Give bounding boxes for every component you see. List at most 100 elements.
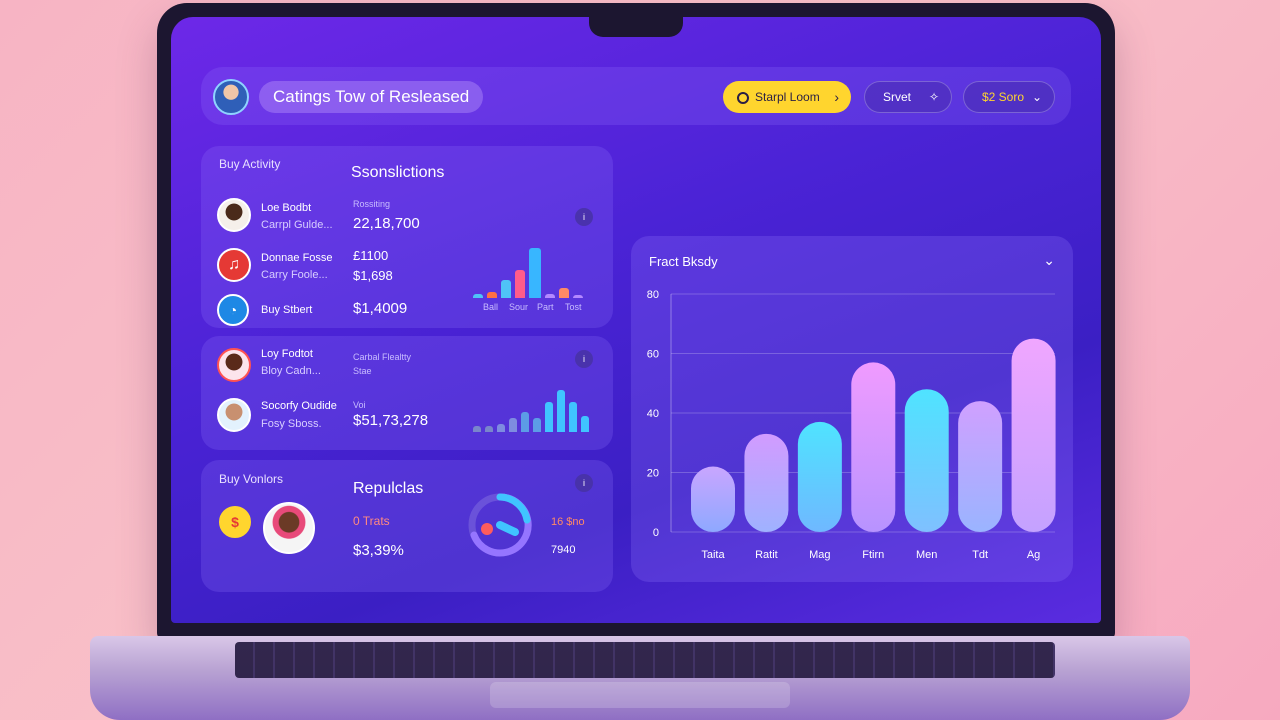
activity-card-2: i Loy Fodtot Bloy Cadn... Carbal Flealtt… [201, 336, 613, 450]
mini-label: Tost [565, 302, 582, 312]
person-name: Buy Stbert [261, 304, 313, 316]
y-tick-label: 0 [653, 527, 659, 539]
mini-bar [501, 280, 511, 298]
clock-icon [737, 91, 749, 104]
x-tick-label: Ftirn [862, 549, 884, 561]
gauge-arc-accent [496, 493, 531, 524]
secondary-button-label: Srvet [883, 90, 912, 104]
chart-bar [851, 362, 896, 532]
person-sub: Bloy Cadn... [261, 365, 321, 377]
primary-button-label: Starpl Loom [755, 90, 820, 104]
coin-icon: $ [219, 506, 251, 538]
gauge-dot [481, 523, 493, 535]
top-bar: Catings Tow of Resleased Starpl Loom › S… [201, 67, 1071, 125]
mini-label: Part [537, 302, 554, 312]
x-tick-label: Tdt [972, 549, 988, 561]
page-title: Catings Tow of Resleased [259, 81, 484, 113]
laptop-base [90, 636, 1190, 720]
value-label: Carbal Flealtty [353, 352, 412, 362]
music-icon: ♫ [217, 248, 251, 282]
info-icon[interactable]: i [575, 474, 593, 492]
chart-bar [797, 421, 842, 532]
stat-trats: 0 Trats [353, 514, 390, 528]
bell-icon: ◔ [217, 294, 249, 326]
activity-label: Buy Activity [219, 157, 281, 171]
mini-bar [545, 294, 555, 298]
mini-bar [487, 292, 497, 298]
laptop-lid: Catings Tow of Resleased Starpl Loom › S… [157, 3, 1115, 639]
activity-card: Buy Activity Ssonslictions i Loe Bodbt C… [201, 146, 613, 328]
x-tick-label: Taita [701, 549, 725, 561]
dashboard-screen: Catings Tow of Resleased Starpl Loom › S… [171, 17, 1101, 623]
x-tick-label: Ratit [755, 549, 778, 561]
avatar [217, 348, 251, 382]
y-tick-label: 60 [647, 349, 659, 361]
person-name: Donnae Fosse [261, 252, 333, 264]
value-amount: $1,698 [353, 268, 393, 283]
mini-bar [559, 288, 569, 298]
chart-bar [1011, 338, 1056, 532]
value-label: Rossiting [353, 199, 391, 209]
chart-title: Fract Bksdy [649, 254, 718, 269]
person-sub: Fosy Sboss. [261, 418, 322, 430]
x-tick-label: Men [916, 549, 937, 561]
chart-bar [958, 401, 1003, 532]
avatar [263, 502, 315, 554]
chevron-down-icon: ⌄ [1031, 90, 1042, 104]
sparkle-icon: ✧ [928, 90, 939, 104]
mini-label: Ball [483, 302, 499, 312]
keyboard [235, 642, 1055, 678]
mini-bar [473, 426, 481, 432]
mini-bar [473, 294, 483, 298]
bar-chart-card: Fract Bksdy ⌄ 0 20 40 60 80 Taita Ratit Mag Ftir… [631, 236, 1073, 582]
vendors-card: Buy Vonlors Repulclas i $ 0 Trats $3,39%… [201, 460, 613, 592]
mini-bar-chart [471, 246, 589, 298]
activity-heading: Ssonslictions [351, 164, 445, 181]
mini-bar [497, 424, 505, 432]
person-name: Socorfy Oudide [261, 400, 337, 412]
info-icon[interactable]: i [575, 208, 593, 226]
mini-bar [581, 416, 589, 432]
avatar [217, 198, 251, 232]
vendors-heading: Repulclas [353, 480, 424, 497]
x-tick-label: Mag [809, 549, 830, 561]
mini-bar [521, 412, 529, 432]
gauge-needle [496, 521, 519, 536]
currency-dropdown-label: $2 Soro [982, 90, 1025, 104]
mini-label: Sour [509, 302, 529, 312]
currency-dropdown[interactable]: $2 Soro ⌄ [963, 81, 1055, 113]
mini-bar [545, 402, 553, 432]
value-amount: £1100 [353, 248, 389, 263]
value-amount: $1,4009 [353, 300, 408, 317]
value-amount: $51,73,278 [353, 412, 429, 429]
chart-bar [904, 389, 949, 532]
mini-bar-chart [473, 388, 595, 432]
mini-bar [485, 426, 493, 432]
avatar [217, 398, 251, 432]
mini-bar [557, 390, 565, 432]
gauge-value: 16 $no [551, 516, 585, 528]
mini-bar [529, 248, 541, 298]
value-label: Voi [353, 400, 366, 410]
chart-bar [691, 466, 735, 532]
gauge-chart [468, 493, 532, 557]
vendors-label: Buy Vonlors [219, 472, 284, 486]
info-icon[interactable]: i [575, 350, 593, 368]
secondary-button[interactable]: Srvet ✧ [864, 81, 952, 113]
person-name: Loe Bodbt [261, 202, 312, 214]
bar-chart: 0 20 40 60 80 Taita Ratit Mag Ftirn Men Tdt Ag [647, 289, 1056, 561]
mini-bar [509, 418, 517, 432]
x-tick-label: Ag [1027, 549, 1040, 561]
arrow-right-icon: › [834, 89, 839, 105]
person-name: Loy Fodtot [261, 348, 313, 360]
gauge-sub: 7940 [551, 544, 576, 556]
person-sub: Carry Foole... [261, 269, 328, 281]
person-sub: Carrpl Gulde... [261, 219, 333, 231]
mini-bar [533, 418, 541, 432]
value-amount: 22,18,700 [353, 215, 420, 232]
mini-bar [569, 402, 577, 432]
user-avatar[interactable] [213, 79, 249, 115]
camera-notch [589, 3, 683, 37]
chevron-down-icon[interactable]: ⌄ [1043, 252, 1055, 268]
primary-button[interactable]: Starpl Loom › [723, 81, 851, 113]
